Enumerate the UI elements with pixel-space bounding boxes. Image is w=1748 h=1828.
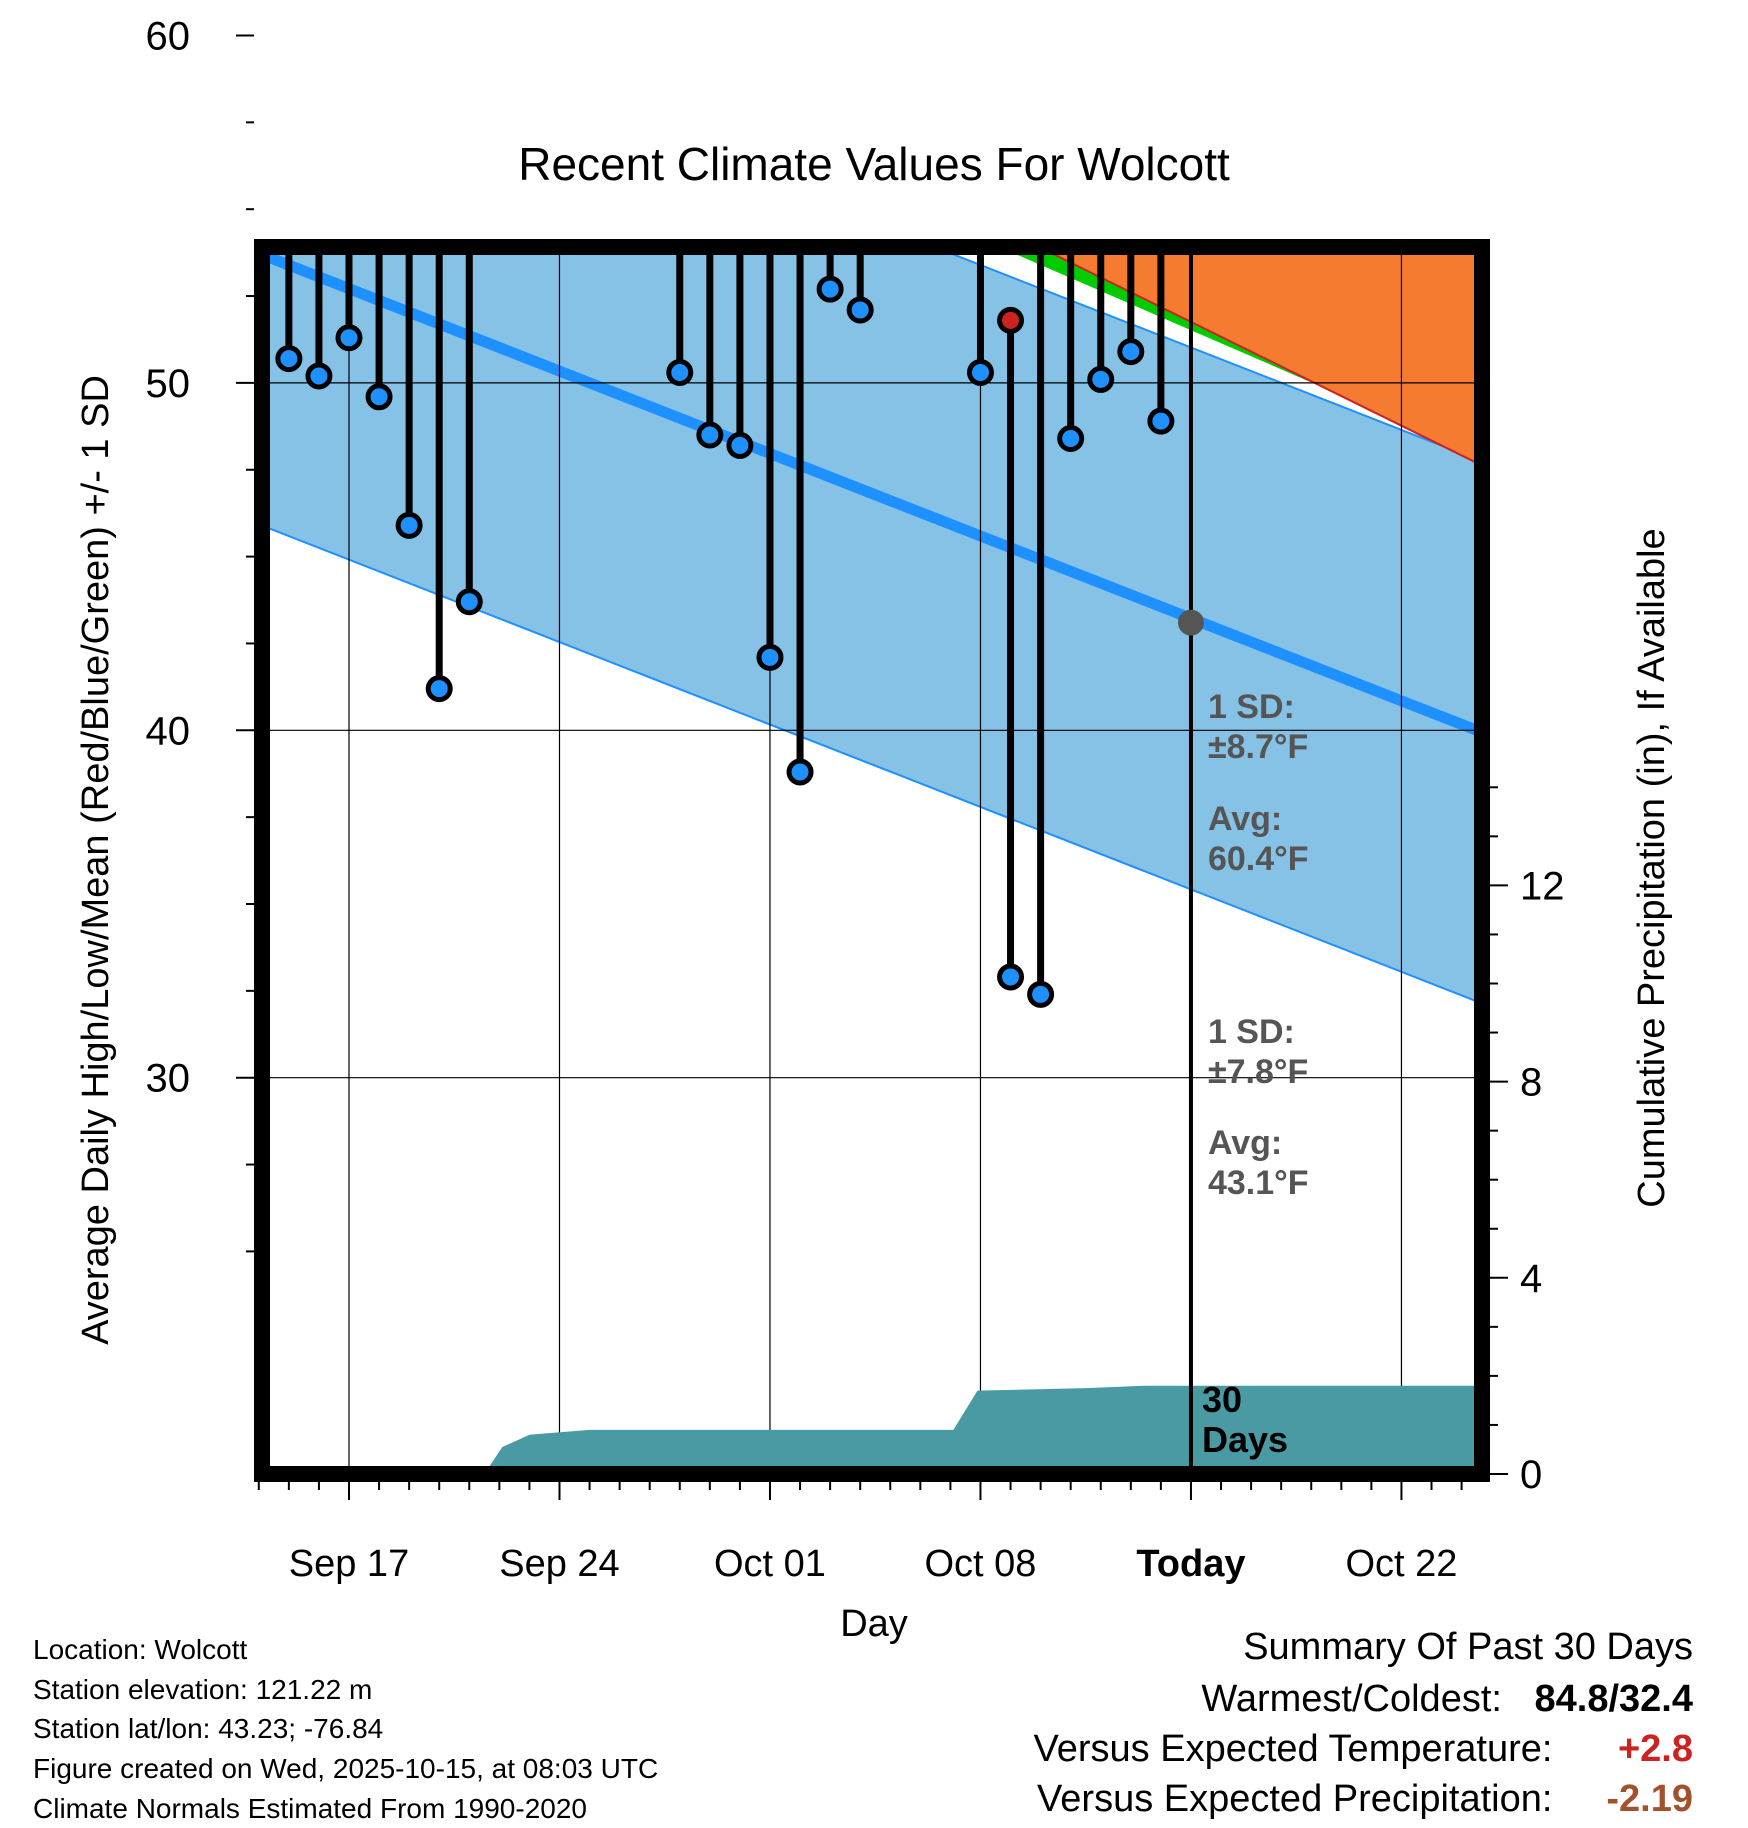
daily-low-point [305,362,333,390]
daily-low-point [1027,980,1055,1008]
daily-low-point [997,963,1025,991]
summary-extremes-value: 84.8/32.4 [1534,1678,1693,1720]
summary-temp: Versus Expected Temperature: +2.8 [1034,1730,1693,1768]
daily-low-point [726,431,754,459]
low-normal-today-marker [1177,609,1204,636]
low-sd-band-upper [931,247,1477,461]
y-axis-label: Average Daily High/Low/Mean (Red/Blue/Gr… [75,375,117,1345]
x-tick-label: Oct 01 [714,1543,826,1585]
daily-low-point [756,643,784,671]
x-tick-label: Sep 24 [499,1543,619,1585]
period-unit: Days [1202,1419,1288,1460]
high-sd-label: 1 SD: [1208,688,1295,726]
low-avg-label: Avg: [1208,1124,1282,1162]
y-tick-label: 30 [146,1057,191,1101]
footer-latlon: Station lat/lon: 43.23; -76.84 [33,1713,384,1744]
chart-title: Recent Climate Values For Wolcott [518,138,1230,190]
y-tick-label: 40 [146,709,191,753]
daily-low-point [816,275,844,303]
daily-low-point [425,675,453,703]
daily-high-point [759,14,781,36]
daily-low-point [909,94,931,116]
daily-high-point [997,306,1025,334]
summary-title: Summary Of Past 30 Days [1243,1626,1693,1668]
daily-high-point [1120,4,1142,26]
summary-temp-label: Versus Expected Temperature: [1033,1728,1553,1770]
daily-low-point [518,0,540,12]
summary-precip-label: Versus Expected Precipitation: [1037,1778,1553,1820]
y-tick-label: 50 [146,362,191,406]
y2-tick-label: 12 [1520,864,1565,908]
footer-normals: Climate Normals Estimated From 1990-2020 [33,1793,587,1824]
y2-tick-label: 4 [1520,1257,1542,1301]
footer-location: Location: Wolcott [33,1634,248,1665]
high-normal-line [244,0,1477,161]
precip-area [333,1385,1477,1474]
low-sd-label: 1 SD: [1208,1013,1295,1051]
daily-low-point [786,758,814,786]
low-normal-line [262,248,1479,736]
footer-created: Figure created on Wed, 2025-10-15, at 08… [33,1753,659,1784]
high-sd-band-lower [1036,247,1478,464]
low-sd-band [262,247,1477,1002]
high-normal-today-marker [1178,9,1204,35]
daily-low-point [1147,407,1175,435]
summary-precip: Versus Expected Precipitation: -2.19 [1037,1780,1693,1818]
low-sd-band-lower [262,524,1477,1003]
y-tick-label: 60 [146,15,191,59]
daily-low-point [1087,365,1115,393]
x-axis-label: Day [840,1603,908,1645]
daily-low-point [966,358,994,386]
low-sd-value: ±7.8°F [1208,1053,1308,1091]
high-avg-value: 60.4°F [1208,840,1309,878]
high-avg-label: Avg: [1208,800,1282,838]
x-tick-label: Sep 17 [289,1543,409,1585]
summary-precip-value: -2.19 [1606,1778,1693,1820]
daily-low-point [455,588,483,616]
daily-low-point [335,324,363,352]
daily-low-point [275,345,303,373]
y2-axis-label: Cumulative Precipitation (in), If Availa… [1631,528,1673,1207]
summary-extremes: Warmest/Coldest: 84.8/32.4 [1201,1680,1693,1718]
daily-low-point [696,421,724,449]
high-sd-value: ±8.7°F [1208,728,1308,766]
low-avg-value: 43.1°F [1208,1164,1309,1202]
daily-low-point [666,358,694,386]
x-tick-label: Today [1136,1543,1245,1585]
summary-extremes-label: Warmest/Coldest: [1201,1678,1502,1720]
daily-low-point [846,296,874,324]
daily-low-point [609,108,631,130]
daily-low-point [639,118,661,140]
daily-low-point [1117,338,1145,366]
period-number: 30 [1202,1379,1242,1420]
daily-low-point [1057,424,1085,452]
plot-frame [254,239,1490,1482]
daily-low-point [365,383,393,411]
daily-high-point [1060,59,1082,81]
daily-low-point [395,511,423,539]
summary-temp-value: +2.8 [1617,1728,1693,1770]
y2-tick-label: 8 [1520,1061,1542,1105]
x-tick-label: Oct 08 [924,1543,1036,1585]
x-tick-label: Oct 22 [1345,1543,1457,1585]
y2-tick-label: 0 [1520,1453,1542,1497]
daily-low-point [548,87,570,109]
footer-elevation: Station elevation: 121.22 m [33,1674,373,1705]
